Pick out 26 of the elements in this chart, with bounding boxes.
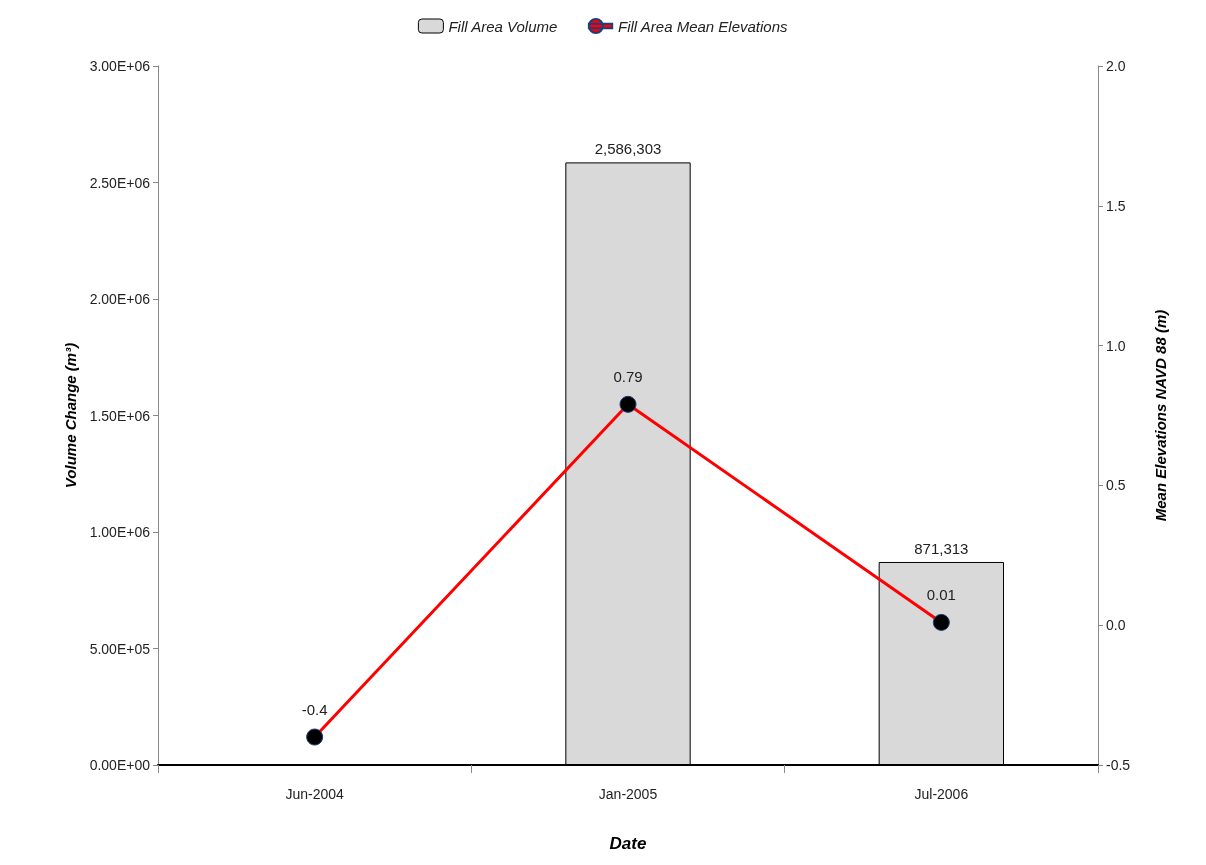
x-axis-title: Date (609, 834, 647, 853)
legend-label: Fill Area Mean Elevations (618, 17, 789, 35)
y-axis-title: Volume Change (m³) (62, 342, 79, 489)
data-label: 871,313 (914, 539, 969, 557)
x-tick-label: Jul-2006 (914, 786, 969, 802)
data-label: 2,586,303 (594, 140, 662, 158)
y-tick-label: 1.00E+06 (89, 524, 151, 540)
data-label: -0.4 (301, 700, 328, 718)
y2-axis-title: Mean Elevations NAVD 88 (m) (1152, 309, 1169, 522)
y-tick-label: 1.50E+06 (89, 407, 151, 424)
y2-tick-label: 2.0 (1106, 58, 1126, 74)
y2-tick-label: 1.0 (1106, 337, 1126, 354)
y-tick-label: 3.00E+06 (89, 58, 151, 74)
legend-label: Fill Area Volume (448, 17, 558, 35)
y2-tick-label: 0.0 (1106, 617, 1126, 634)
y-tick-label: 2.00E+06 (89, 291, 151, 307)
y-tick-label: 2.50E+06 (89, 174, 151, 191)
y2-tick-label: 0.5 (1106, 477, 1126, 494)
y-tick-label: 5.00E+05 (89, 640, 151, 657)
data-label: 0.79 (613, 367, 643, 385)
x-tick-label: Jun-2004 (285, 786, 345, 802)
y-tick-label: 0.00E+00 (89, 757, 151, 773)
data-label: 0.01 (926, 585, 956, 603)
y2-tick-label: 1.5 (1106, 197, 1126, 214)
x-tick-label: Jan-2005 (598, 786, 658, 802)
y2-tick-label: -0.5 (1106, 757, 1131, 773)
